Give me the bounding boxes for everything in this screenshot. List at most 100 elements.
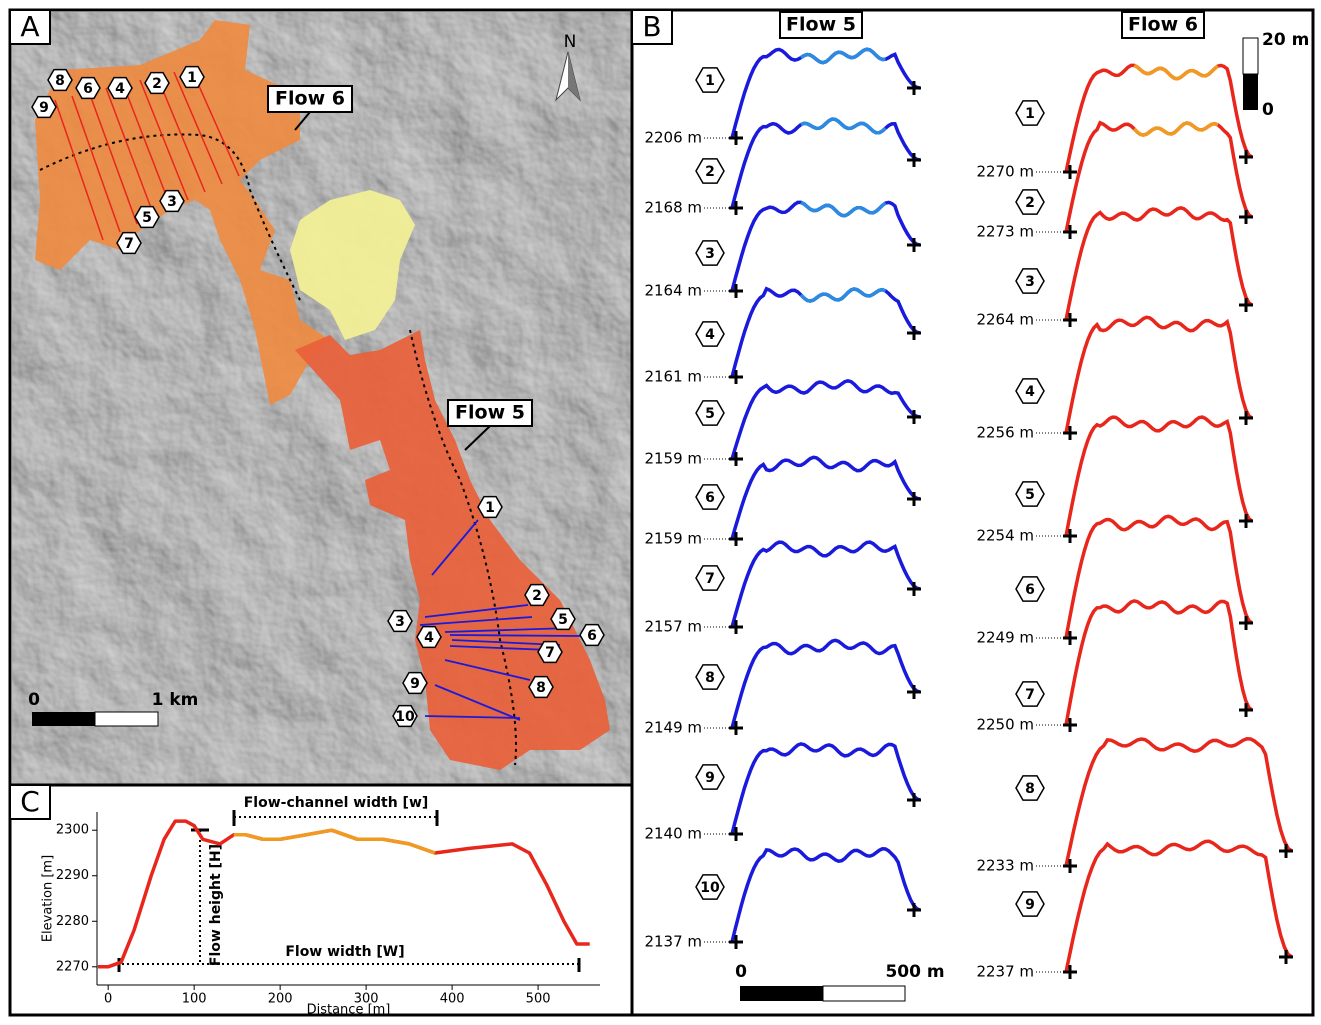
profile-line [105,87,155,217]
hexagon [1015,189,1045,215]
label-box [9,784,51,820]
end-marker [907,582,921,596]
hexagon [695,484,725,510]
profile-number: 9 [39,100,49,116]
base-elevation: 2157 m [644,618,702,636]
profile [730,540,921,628]
end-marker [1063,718,1077,732]
profile-number: 8 [536,680,546,696]
label-box [447,399,533,427]
end-marker [1279,950,1293,964]
end-marker [1239,616,1253,630]
hexagon [1015,268,1045,294]
channel-segment [1133,63,1219,81]
profile-number: 5 [705,406,715,422]
base-elevation: 2168 m [644,199,702,217]
hexagon [1015,891,1045,917]
hexagon [402,671,428,695]
end-marker [1063,631,1077,645]
panel-frame [630,8,1315,1017]
profile-number: 5 [142,210,152,226]
y-tick-label: 2280 [56,914,89,929]
end-marker [1239,150,1253,164]
y-tick-label: 2290 [56,868,89,883]
label-box [631,9,673,45]
profile-number: 1 [1025,106,1035,122]
profile-number: 6 [705,490,715,506]
north-label: N [564,32,577,52]
hexagon [579,623,605,647]
profile-number: 7 [545,645,555,661]
profile-number: 7 [1025,687,1035,703]
profile-line [419,616,533,626]
x-tick-label: 500 [526,992,551,1007]
end-marker [729,131,743,145]
profile-number: 6 [1025,582,1035,598]
profile-number: 8 [1025,781,1035,797]
profile-number: 4 [115,81,125,97]
base-elevation: 2254 m [976,527,1034,545]
profile-number: 9 [705,770,715,786]
profile-number: 5 [558,612,568,628]
profile [730,847,921,943]
scale-label: 0 [735,962,747,982]
hexagon [47,68,73,92]
base-elevation: 2256 m [976,424,1034,442]
hexagon [537,640,563,664]
label-box [9,9,51,45]
profile-number: 10 [395,709,415,725]
profile-line [449,645,551,651]
hexagon [134,205,160,229]
profile-number: 2 [152,76,162,92]
channel-segment [799,287,887,303]
channel-segment [799,47,886,65]
end-marker [1063,965,1077,979]
end-marker [1063,529,1077,543]
end-marker [729,620,743,634]
hexagon [144,71,170,95]
profile-number: 4 [424,630,434,646]
end-marker [907,81,921,95]
base-elevation: 2250 m [976,716,1034,734]
end-marker [1063,426,1077,440]
profile-number: 6 [587,628,597,644]
base-elevation: 2270 m [976,163,1034,181]
base-elevation: 2233 m [976,857,1034,875]
column-title: Flow 5 [786,14,856,36]
profile [1064,415,1254,537]
hexagon [116,231,142,255]
vertical-scale [1242,37,1259,75]
map [12,12,631,784]
x-tick-label: 0 [104,992,112,1007]
profile-number: 3 [1025,274,1035,290]
end-marker [907,326,921,340]
profile-number: 8 [55,73,65,89]
end-marker [729,452,743,466]
base-elevation: 2161 m [644,368,702,386]
panel-label: B [642,10,661,43]
scale-label: 0 [1262,100,1274,120]
flow-label: Flow 5 [455,402,525,424]
base-elevation: 2273 m [976,223,1034,241]
flow-6 [35,20,330,405]
profile [1064,599,1254,726]
hexagon [695,400,725,426]
cone [290,190,415,340]
profile-line [434,684,521,721]
end-marker [1063,165,1077,179]
profile-line [122,83,172,209]
hexagon [695,321,725,347]
base-elevation: 2149 m [644,719,702,737]
profile-line [54,99,104,241]
panel-frame [8,783,634,1017]
title-box [779,11,863,39]
profile [1064,315,1253,434]
profile [1064,839,1293,973]
base-elevation: 2140 m [644,825,702,843]
hexagon [477,495,503,519]
end-marker [907,492,921,506]
profile-number: 1 [187,70,197,86]
hexagon [1015,100,1045,126]
north-arrow [568,52,580,100]
scale-label: 20 m [1262,30,1309,50]
